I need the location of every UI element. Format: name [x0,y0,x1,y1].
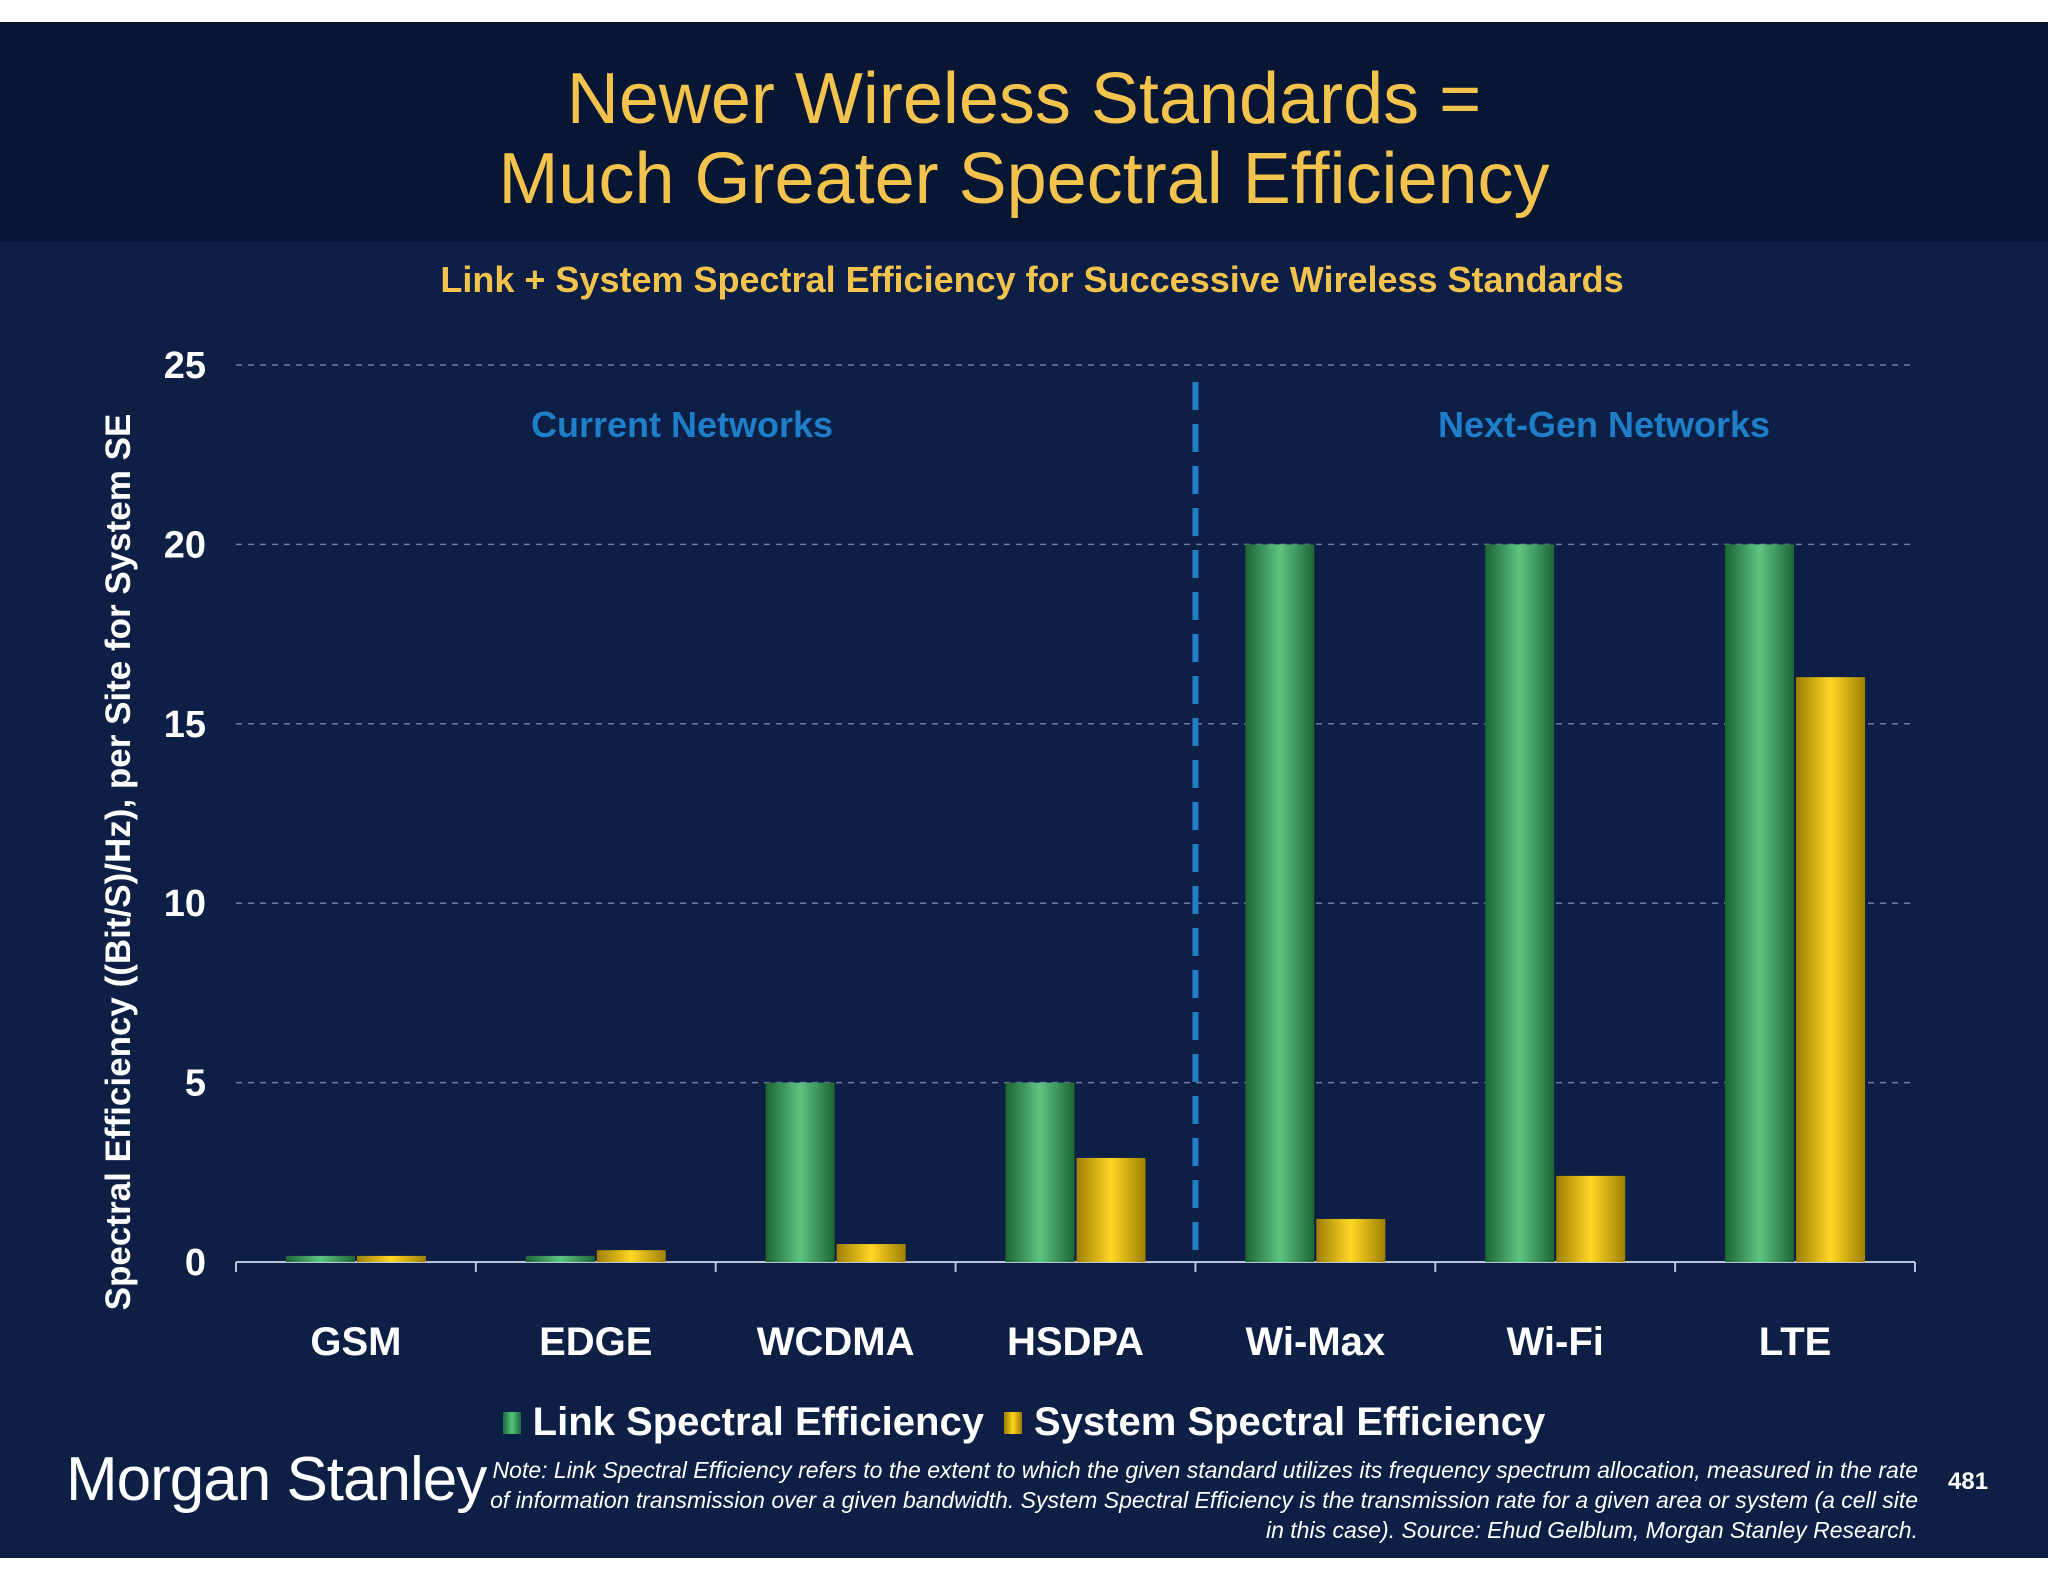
bar-system-lte [1796,677,1866,1262]
y-tick-label: 20 [164,524,206,566]
y-tick-label: 25 [164,345,206,387]
legend-swatch-system [1003,1411,1022,1434]
bar-system-gsm [356,1255,426,1262]
y-axis-label: Spectral Efficiency ((Bit/S)/Hz), per Si… [99,414,138,1311]
bar-link-gsm [285,1255,355,1262]
bar-link-hsdpa [1005,1082,1075,1262]
slide-title-line-2: Much Greater Spectral Efficiency [498,139,1550,219]
x-tick-label: EDGE [539,1320,652,1364]
chart-legend: Link Spectral Efficiency System Spectral… [0,1400,2048,1445]
bar-system-edge [596,1250,666,1262]
legend-label-system: System Spectral Efficiency [1033,1400,1546,1444]
footnote: Note: Link Spectral Efficiency refers to… [490,1457,1918,1543]
legend-label-link: Link Spectral Efficiency [532,1400,984,1444]
bar-chart: 0 5 10 15 20 25 GSM EDGE WCDMA HSDPA Wi-Max Wi-Fi LT… [99,345,1916,1364]
x-tick-label: LTE [1759,1320,1832,1364]
bar-system-wi-max [1316,1218,1386,1262]
legend-item-system: System Spectral Efficiency [1003,1400,1546,1445]
x-tick-label: Wi-Fi [1507,1320,1604,1364]
slide: Newer Wireless Standards = Much Greater … [0,22,2048,1558]
y-tick-label: 5 [185,1063,206,1105]
slide-title-line-1: Newer Wireless Standards = [566,59,1482,139]
x-tick-label: GSM [310,1320,401,1364]
morgan-stanley-logo: Morgan Stanley [66,1445,487,1514]
bar-system-wcdma [836,1244,906,1262]
annotation-next-gen-networks: Next-Gen Networks [1438,404,1770,445]
y-tick-label: 10 [164,883,206,925]
title-band: Newer Wireless Standards = Much Greater … [0,22,2048,241]
page-number: 481 [1948,1468,1989,1495]
bar-system-wi-fi [1556,1175,1626,1262]
bar-link-wi-fi [1485,544,1555,1262]
x-tick-label: WCDMA [757,1320,915,1364]
bar-link-edge [525,1255,595,1262]
bar-link-wcdma [765,1082,835,1262]
legend-item-link: Link Spectral Efficiency [502,1400,984,1445]
y-tick-label: 15 [164,704,206,746]
annotation-current-networks: Current Networks [531,404,833,445]
x-tick-label: Wi-Max [1246,1320,1386,1364]
y-tick-label: 0 [185,1242,206,1284]
legend-swatch-link [502,1411,521,1434]
bar-link-wi-max [1245,544,1315,1262]
bar-system-hsdpa [1076,1157,1146,1262]
chart-title: Link + System Spectral Efficiency for Su… [440,259,1624,300]
x-tick-label: HSDPA [1007,1320,1144,1364]
bar-link-lte [1725,544,1795,1262]
